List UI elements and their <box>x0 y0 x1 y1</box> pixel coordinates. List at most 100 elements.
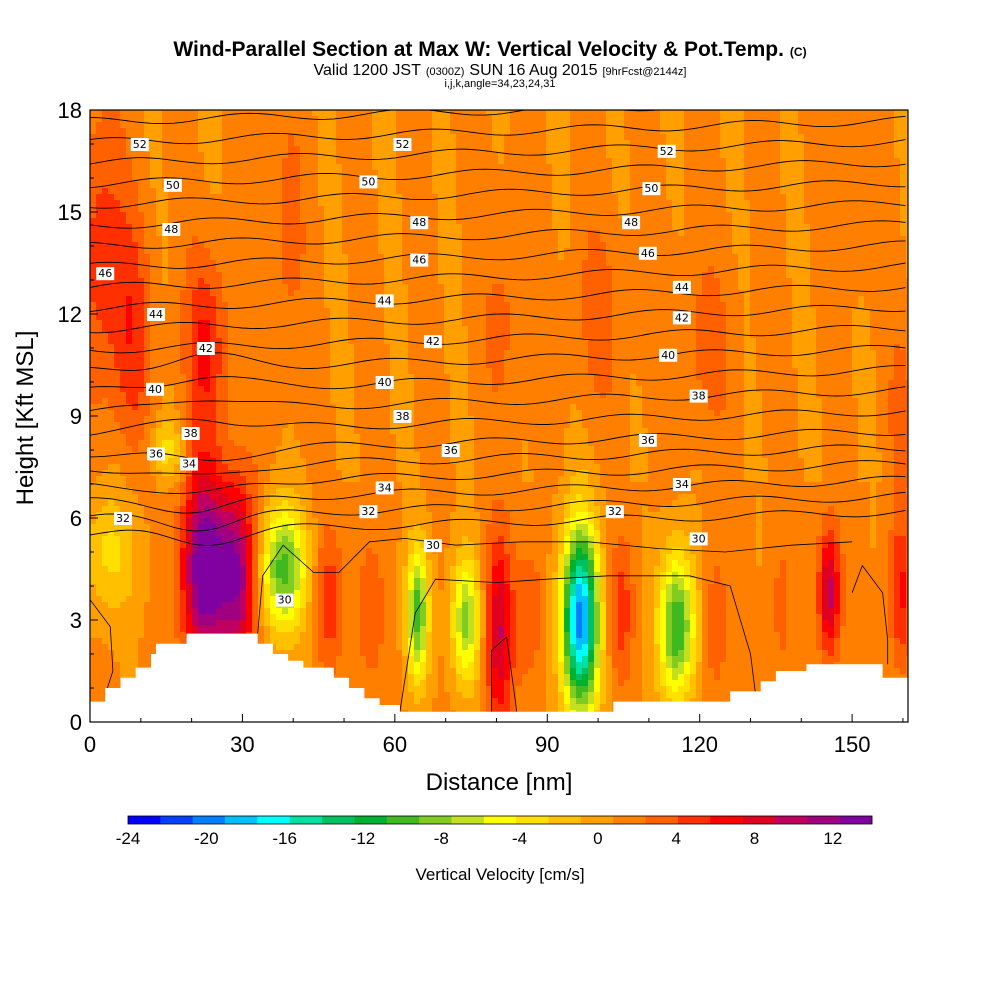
velocity-cell <box>522 176 528 182</box>
velocity-cell <box>168 278 174 284</box>
velocity-cell <box>378 290 384 296</box>
velocity-cell <box>462 140 468 146</box>
velocity-cell <box>132 110 138 116</box>
velocity-cell <box>906 146 908 152</box>
velocity-cell <box>792 248 798 254</box>
velocity-cell <box>870 146 876 152</box>
velocity-cell <box>276 116 282 122</box>
velocity-cell <box>612 260 618 266</box>
velocity-cell <box>864 134 870 140</box>
velocity-cell <box>474 308 480 314</box>
velocity-cell <box>210 206 216 212</box>
velocity-cell <box>96 320 102 326</box>
velocity-cell <box>672 302 678 308</box>
velocity-cell <box>708 266 714 272</box>
velocity-cell <box>114 296 120 302</box>
velocity-cell <box>510 182 516 188</box>
velocity-cell <box>906 284 908 290</box>
velocity-cell <box>546 248 552 254</box>
velocity-cell <box>450 158 456 164</box>
velocity-cell <box>402 158 408 164</box>
velocity-cell <box>462 236 468 242</box>
velocity-cell <box>186 236 192 242</box>
velocity-cell <box>294 152 300 158</box>
velocity-cell <box>156 236 162 242</box>
velocity-cell <box>102 200 108 206</box>
velocity-cell <box>708 308 714 314</box>
velocity-cell <box>270 278 276 284</box>
velocity-cell <box>120 218 126 224</box>
velocity-cell <box>636 230 642 236</box>
velocity-cell <box>444 140 450 146</box>
velocity-cell <box>858 284 864 290</box>
velocity-cell <box>750 308 756 314</box>
velocity-cell <box>894 314 900 320</box>
velocity-cell <box>822 170 828 176</box>
velocity-cell <box>600 254 606 260</box>
velocity-cell <box>792 182 798 188</box>
velocity-cell <box>408 200 414 206</box>
velocity-cell <box>294 284 300 290</box>
velocity-cell <box>144 254 150 260</box>
velocity-cell <box>714 248 720 254</box>
velocity-cell <box>180 146 186 152</box>
velocity-cell <box>414 110 420 116</box>
velocity-cell <box>246 314 252 320</box>
velocity-cell <box>666 284 672 290</box>
velocity-cell <box>102 206 108 212</box>
velocity-cell <box>792 290 798 296</box>
velocity-cell <box>366 218 372 224</box>
velocity-cell <box>624 200 630 206</box>
velocity-cell <box>546 314 552 320</box>
velocity-cell <box>822 218 828 224</box>
velocity-cell <box>792 116 798 122</box>
velocity-cell <box>402 230 408 236</box>
velocity-cell <box>840 182 846 188</box>
velocity-cell <box>570 320 576 326</box>
velocity-cell <box>594 230 600 236</box>
velocity-cell <box>432 284 438 290</box>
velocity-cell <box>462 230 468 236</box>
velocity-cell <box>402 296 408 302</box>
velocity-cell <box>522 116 528 122</box>
velocity-cell <box>666 254 672 260</box>
velocity-cell <box>552 146 558 152</box>
velocity-cell <box>840 134 846 140</box>
velocity-cell <box>168 110 174 116</box>
velocity-cell <box>504 284 510 290</box>
velocity-cell <box>204 164 210 170</box>
velocity-cell <box>408 326 414 332</box>
velocity-cell <box>306 158 312 164</box>
velocity-cell <box>870 260 876 266</box>
velocity-cell <box>594 308 600 314</box>
velocity-cell <box>348 152 354 158</box>
velocity-cell <box>654 272 660 278</box>
velocity-cell <box>576 128 582 134</box>
velocity-cell <box>372 164 378 170</box>
velocity-cell <box>210 146 216 152</box>
velocity-cell <box>246 272 252 278</box>
velocity-cell <box>780 260 786 266</box>
velocity-cell <box>294 302 300 308</box>
velocity-cell <box>816 200 822 206</box>
velocity-cell <box>594 302 600 308</box>
velocity-cell <box>216 146 222 152</box>
velocity-cell <box>798 116 804 122</box>
velocity-cell <box>132 266 138 272</box>
velocity-cell <box>150 302 156 308</box>
velocity-cell <box>798 320 804 326</box>
velocity-cell <box>606 260 612 266</box>
velocity-cell <box>300 206 306 212</box>
velocity-cell <box>834 320 840 326</box>
velocity-cell <box>288 122 294 128</box>
velocity-cell <box>258 194 264 200</box>
velocity-cell <box>720 308 726 314</box>
velocity-cell <box>624 188 630 194</box>
velocity-cell <box>348 224 354 230</box>
velocity-cell <box>288 128 294 134</box>
velocity-cell <box>186 326 192 332</box>
velocity-cell <box>150 218 156 224</box>
velocity-cell <box>234 146 240 152</box>
velocity-cell <box>870 272 876 278</box>
velocity-cell <box>576 308 582 314</box>
